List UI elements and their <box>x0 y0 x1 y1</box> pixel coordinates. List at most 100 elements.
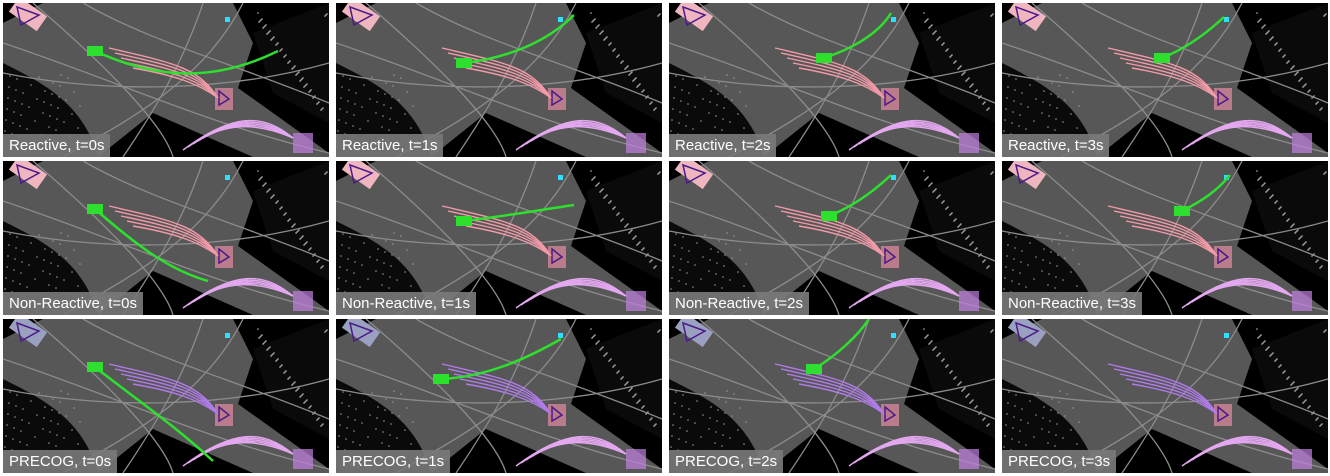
lidar-point <box>71 429 73 431</box>
lidar-point <box>630 230 632 232</box>
lidar-point <box>930 341 932 343</box>
lidar-point <box>1274 360 1276 362</box>
vehicle-marker <box>218 405 231 423</box>
lidar-point <box>1298 238 1300 240</box>
lane-line <box>748 3 995 104</box>
lidar-point <box>1056 265 1058 267</box>
lidar-point <box>657 173 659 175</box>
building <box>919 319 995 439</box>
lidar-point <box>969 402 971 404</box>
lidar-point <box>953 220 955 222</box>
lidar-point <box>982 419 984 421</box>
lidar-point <box>971 84 973 86</box>
lidar-point <box>1265 349 1267 351</box>
lidar-point <box>375 428 377 430</box>
lidar-point <box>1303 243 1305 245</box>
lidar-point <box>941 44 943 46</box>
lidar-point <box>992 171 994 173</box>
lidar-point <box>1021 92 1023 94</box>
lidar-point <box>939 36 941 38</box>
lidar-point <box>594 18 596 20</box>
lidar-point <box>1058 85 1060 87</box>
lidar-point <box>968 393 970 395</box>
lidar-point <box>951 54 953 56</box>
lidar-point <box>605 195 607 197</box>
lidar-point <box>59 243 61 245</box>
lidar-point <box>692 444 694 446</box>
lidar-point <box>925 178 927 180</box>
lidar-point <box>1005 108 1007 110</box>
lidar-point <box>1058 401 1060 403</box>
lidar-point <box>376 417 378 419</box>
lidar-point <box>1305 241 1307 243</box>
lidar-point <box>931 340 933 342</box>
lidar-point <box>929 342 931 344</box>
lidar-point <box>722 118 724 120</box>
lidar-point <box>1027 422 1029 424</box>
lidar-point <box>643 405 645 407</box>
lidar-point <box>657 331 659 333</box>
lidar-point <box>404 429 406 431</box>
lidar-point <box>8 402 10 404</box>
lidar-point <box>299 238 301 240</box>
lidar-point <box>294 223 296 225</box>
lidar-point <box>1064 415 1066 417</box>
lidar-point <box>710 248 712 250</box>
lidar-point <box>300 237 302 239</box>
lidar-point <box>937 38 939 40</box>
lidar-point <box>649 261 651 263</box>
ego-vehicle <box>87 46 103 56</box>
lidar-point <box>349 236 351 238</box>
lidar-point <box>55 287 57 289</box>
lidar-point <box>1287 219 1289 221</box>
lidar-point <box>1027 264 1029 266</box>
lidar-point <box>715 115 717 117</box>
lidar-point <box>938 195 940 197</box>
lidar-point <box>988 265 990 267</box>
lidar-point <box>361 264 363 266</box>
lane-line <box>748 319 995 420</box>
lidar-point <box>1267 31 1269 33</box>
lidar-point <box>639 83 641 85</box>
lidar-point <box>301 236 303 238</box>
lidar-point <box>945 50 947 52</box>
lane-line <box>3 358 329 470</box>
lidar-point <box>592 20 594 22</box>
lidar-point <box>1256 328 1258 330</box>
lidar-point <box>1303 401 1305 403</box>
lidar-point <box>6 108 8 110</box>
lidar-point <box>349 78 351 80</box>
lidar-point <box>1025 444 1027 446</box>
lidar-point <box>983 260 985 262</box>
vehicle-glow <box>215 88 233 110</box>
lidar-point <box>612 50 614 52</box>
lidar-point <box>659 13 661 15</box>
lidar-point <box>346 269 348 271</box>
road-edge <box>669 379 764 473</box>
lidar-point <box>288 219 290 221</box>
lidar-point <box>1325 13 1327 15</box>
lidar-point <box>4 446 6 448</box>
lidar-point <box>1042 101 1044 103</box>
lidar-point <box>289 60 291 62</box>
agent-trajectory <box>792 220 885 257</box>
lidar-point <box>30 84 32 86</box>
lidar-point <box>1006 255 1008 257</box>
lidar-point <box>972 83 974 85</box>
lidar-point <box>28 422 30 424</box>
lidar-point <box>976 405 978 407</box>
lidar-point <box>654 108 656 110</box>
agent-trajectory <box>1119 57 1218 99</box>
lidar-point <box>949 56 951 58</box>
lidar-point <box>678 280 680 282</box>
lidar-point <box>1259 177 1261 179</box>
lidar-point <box>1058 243 1060 245</box>
lidar-point <box>321 266 323 268</box>
ego-trajectory <box>823 12 893 60</box>
lidar-point <box>651 101 653 103</box>
lidar-point <box>924 179 926 181</box>
lidar-point <box>947 364 949 366</box>
lidar-point <box>259 20 261 22</box>
lidar-point <box>1308 90 1310 92</box>
lidar-point <box>618 212 620 214</box>
